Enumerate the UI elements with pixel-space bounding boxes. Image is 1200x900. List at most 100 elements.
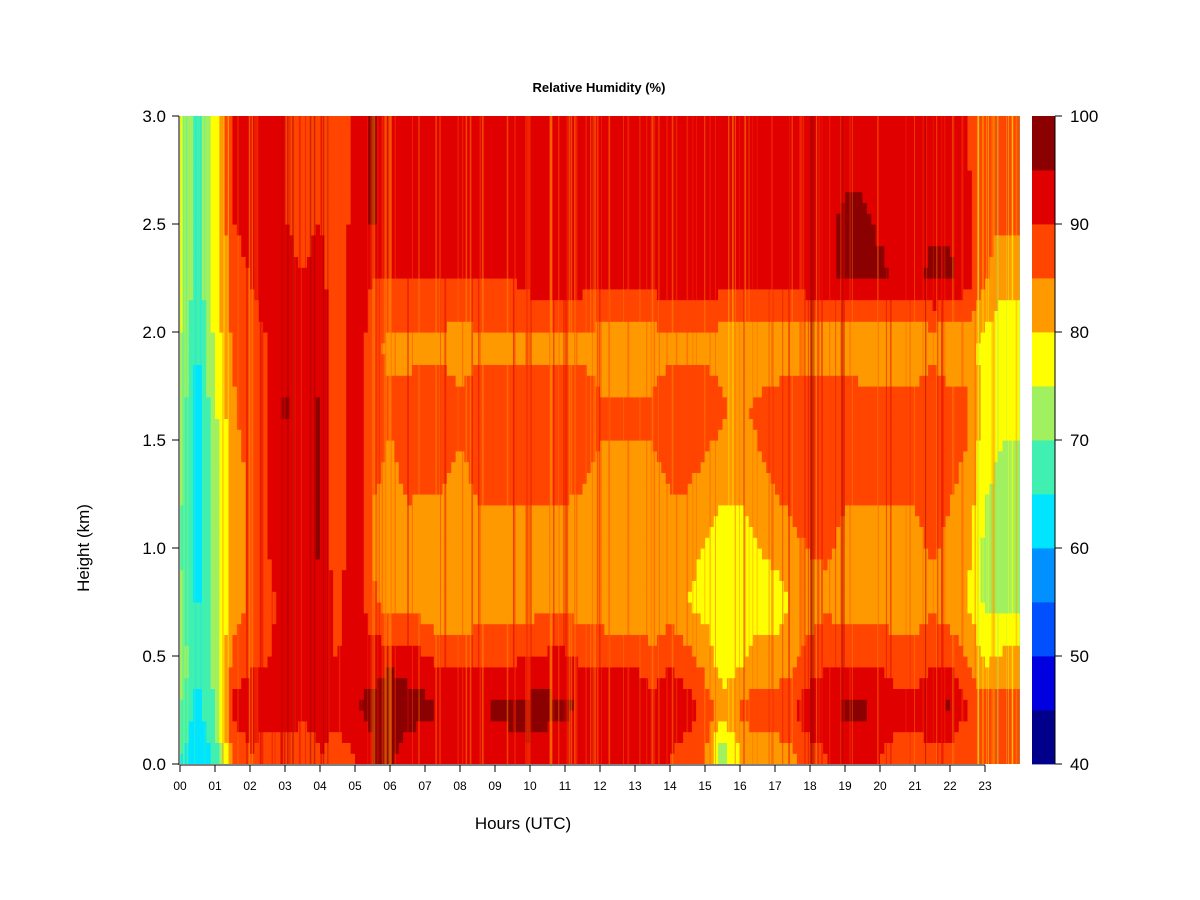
heatmap-cell [337, 418, 343, 430]
heatmap-cell [420, 299, 426, 311]
heatmap-cell [425, 407, 430, 419]
heatmap-cell [451, 429, 457, 441]
heatmap-cell [534, 407, 540, 419]
heatmap-cell [250, 202, 255, 214]
heatmap-cell [250, 634, 255, 646]
heatmap-cell [188, 256, 194, 268]
heatmap-cell [363, 148, 369, 160]
heatmap-cell [271, 450, 277, 463]
heatmap-cell [267, 656, 273, 668]
heatmap-cell [201, 116, 207, 128]
heatmap-cell [201, 548, 207, 560]
heatmap-cell [350, 321, 356, 333]
heatmap-cell [206, 213, 212, 225]
heatmap-cell [381, 332, 387, 344]
heatmap-cell [337, 224, 343, 236]
heatmap-cell [271, 753, 277, 764]
heatmap-cell [184, 710, 190, 722]
heatmap-cell [184, 191, 190, 203]
heatmap-cell [337, 483, 343, 495]
heatmap-cell [324, 602, 330, 614]
heatmap-cell [337, 548, 343, 560]
heatmap-cell [276, 202, 282, 214]
heatmap-cell [271, 267, 277, 279]
heatmap-cell [328, 321, 334, 333]
heatmap-cell [490, 472, 496, 484]
heatmap-cell [188, 753, 194, 764]
heatmap-cell [341, 494, 347, 506]
heatmap-cell [534, 375, 540, 387]
heatmap-cell [219, 418, 225, 430]
heatmap-cell [516, 677, 522, 689]
heatmap-cell [398, 612, 404, 625]
heatmap-cell [219, 602, 225, 614]
heatmap-cell [267, 483, 273, 495]
heatmap-cell [425, 245, 430, 257]
heatmap-cell [258, 569, 264, 581]
heatmap-cell [337, 148, 343, 160]
heatmap-cell [311, 656, 317, 668]
heatmap-cell [302, 342, 308, 355]
heatmap-cell [328, 267, 334, 279]
heatmap-cell [420, 580, 426, 592]
heatmap-cell [193, 407, 199, 419]
heatmap-cell [315, 148, 321, 160]
heatmap-cell [250, 310, 255, 322]
heatmap-cell [368, 116, 374, 117]
heatmap-cell [442, 116, 448, 117]
heatmap-cell [324, 720, 330, 733]
heatmap-cell [197, 353, 203, 365]
heatmap-cell [385, 504, 391, 517]
heatmap-cell [355, 137, 360, 149]
heatmap-cell [245, 407, 251, 419]
heatmap-cell [232, 234, 238, 247]
heatmap-cell [355, 558, 360, 571]
heatmap-cell [232, 342, 238, 355]
heatmap-cell [210, 677, 216, 689]
heatmap-cell [490, 191, 496, 203]
heatmap-cell [355, 483, 360, 495]
heatmap-cell [350, 720, 356, 733]
heatmap-cell [508, 677, 514, 689]
heatmap-cell [267, 450, 273, 463]
heatmap-cell [451, 278, 457, 290]
heatmap-cell [490, 224, 496, 236]
heatmap-cell [276, 321, 282, 333]
heatmap-cell [223, 342, 229, 355]
heatmap-cell [486, 483, 492, 495]
heatmap-cell [197, 418, 203, 430]
heatmap-cell [420, 504, 426, 517]
heatmap-cell [341, 602, 347, 614]
heatmap-cell [201, 450, 207, 463]
heatmap-cell [333, 537, 339, 549]
heatmap-cell [250, 267, 255, 279]
heatmap-cell [355, 170, 360, 182]
heatmap-cell [315, 418, 321, 430]
heatmap-cell [425, 472, 430, 484]
heatmap-cell [446, 753, 452, 764]
heatmap-cell [429, 688, 435, 700]
heatmap-cell [302, 688, 308, 700]
heatmap-cell [250, 526, 255, 538]
heatmap-cell [232, 645, 238, 657]
heatmap-cell [298, 213, 304, 225]
heatmap-cell [359, 267, 365, 279]
heatmap-cell [398, 634, 404, 646]
heatmap-cell [381, 634, 387, 646]
heatmap-cell [298, 116, 304, 117]
heatmap-cell [385, 483, 391, 495]
heatmap-cell [508, 364, 514, 376]
heatmap-cell [223, 170, 229, 182]
heatmap-cell [306, 267, 312, 279]
heatmap-cell [298, 731, 304, 743]
heatmap-cell [276, 375, 282, 387]
heatmap-cell [201, 558, 207, 571]
heatmap-cell [267, 299, 273, 311]
heatmap-cell [315, 278, 321, 290]
heatmap-cell [425, 234, 430, 247]
heatmap-cell [320, 602, 325, 614]
heatmap-cell [306, 180, 312, 193]
heatmap-cell [188, 342, 194, 355]
heatmap-cell [201, 224, 207, 236]
heatmap-cell [516, 526, 522, 538]
